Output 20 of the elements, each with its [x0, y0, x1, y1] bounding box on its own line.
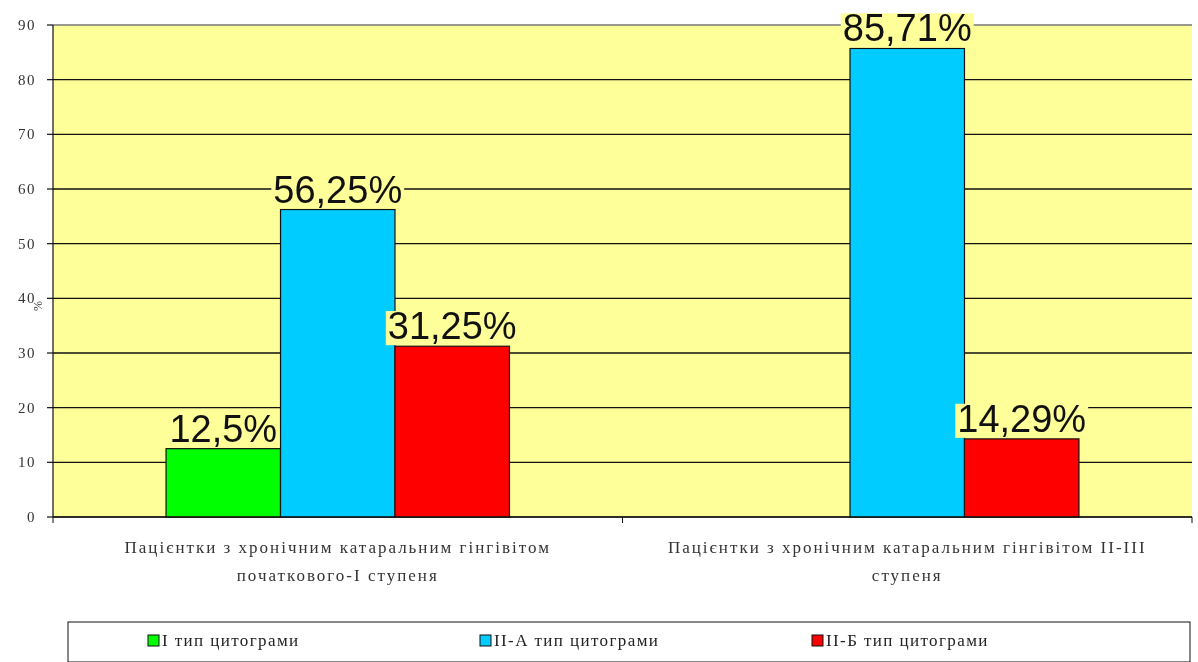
legend-label: II-А тип цитограми — [494, 631, 660, 650]
data-label: 31,25% — [387, 305, 517, 348]
y-tick-label: 70 — [18, 126, 36, 143]
data-label: 56,25% — [273, 168, 403, 211]
data-label: 14,29% — [957, 397, 1087, 440]
x-tick-label: Пацієнтки з хронічним катаральним гінгівітом початкового-I ступеня — [124, 538, 551, 585]
y-tick-label: 0 — [27, 509, 36, 525]
y-tick-label: 30 — [18, 345, 36, 361]
y-tick-label: 60 — [18, 181, 36, 197]
data-label: 85,71% — [842, 7, 972, 50]
y-tick-label: 50 — [18, 235, 36, 252]
data-label: 12,5% — [169, 407, 278, 450]
legend-label: I тип цитограми — [162, 631, 300, 650]
x-tick-label: Пацієнтки з хронічним катаральним гінгівітом II-III ступеня — [667, 538, 1147, 585]
y-tick-label: 10 — [18, 454, 36, 471]
y-tick-label: 80 — [18, 71, 36, 88]
y-tick-label: 90 — [18, 17, 36, 33]
y-tick-label: 40 — [18, 290, 36, 307]
y-tick-label: 20 — [18, 399, 36, 416]
legend-label: II-Б тип цитограми — [826, 631, 989, 650]
